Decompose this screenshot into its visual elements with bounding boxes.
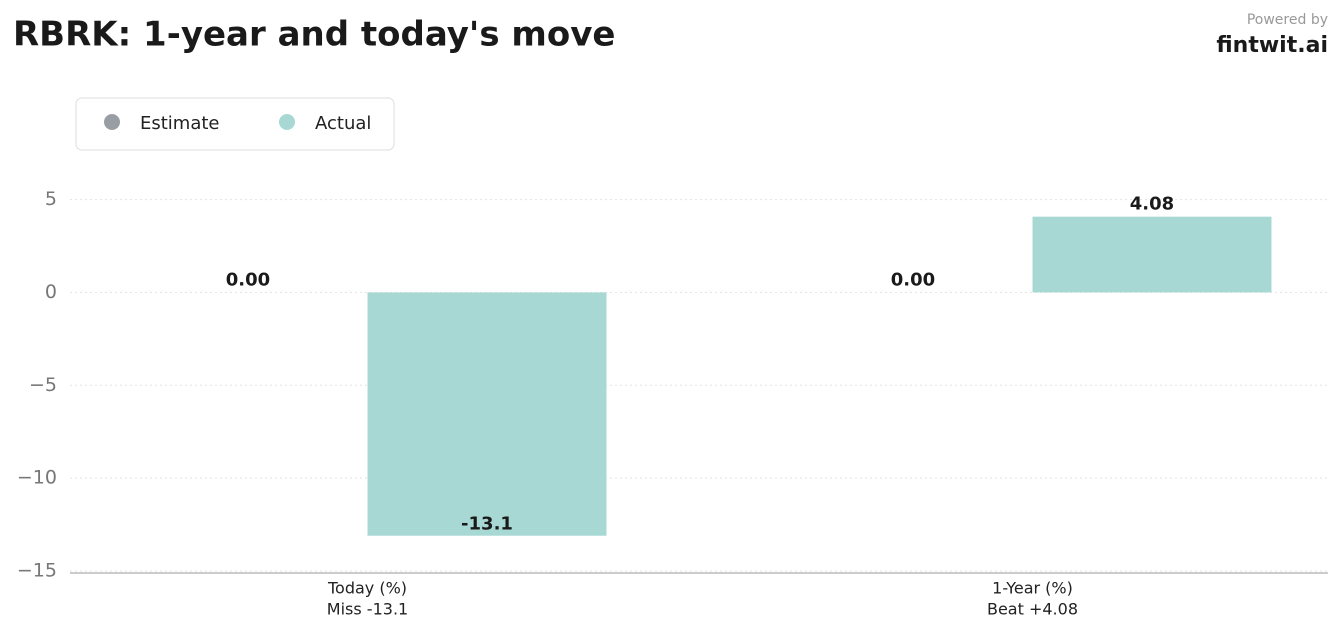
- y-tick-label: 5: [45, 188, 57, 210]
- bar: [1032, 216, 1272, 293]
- legend-marker: [104, 114, 120, 130]
- legend-box: [75, 97, 395, 151]
- legend-label: Estimate: [140, 113, 220, 134]
- brand: fintwit.ai: [1216, 33, 1328, 58]
- value-label: 0.00: [226, 269, 270, 290]
- legend-label: Actual: [315, 113, 371, 134]
- powered-by: Powered by: [1247, 12, 1328, 28]
- chart-title: RBRK: 1-year and today's move: [13, 15, 615, 55]
- x-tick-label: Today (%): [327, 579, 407, 598]
- bar: [367, 292, 607, 536]
- legend-marker: [279, 114, 295, 130]
- x-tick-label: 1-Year (%): [992, 579, 1073, 598]
- x-tick-label: Miss -13.1: [327, 600, 408, 619]
- x-tick-label: Beat +4.08: [987, 600, 1078, 619]
- value-label: 0.00: [891, 269, 935, 290]
- y-tick-label: 0: [45, 281, 57, 303]
- y-tick-label: −5: [29, 374, 57, 396]
- y-tick-label: −15: [17, 560, 57, 582]
- value-label: 4.08: [1130, 194, 1174, 215]
- value-label: -13.1: [461, 514, 513, 535]
- y-tick-label: −10: [17, 467, 57, 489]
